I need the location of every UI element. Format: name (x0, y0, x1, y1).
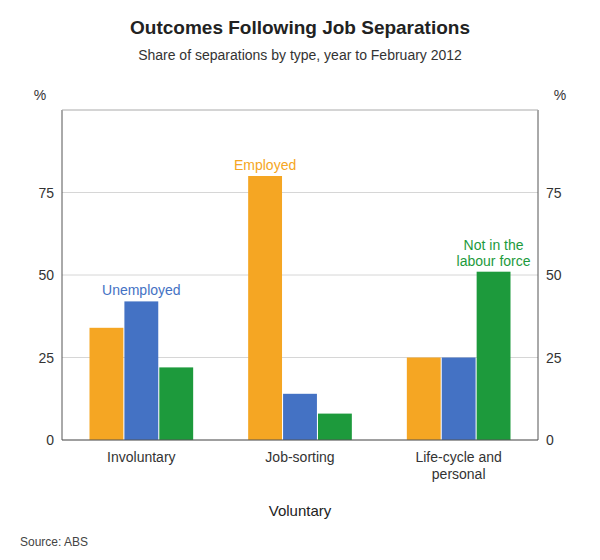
text-line: Employed (234, 157, 296, 173)
grid-line (62, 440, 538, 441)
y-tick-label: 0 (46, 432, 54, 448)
y-tick-label: 75 (38, 185, 54, 201)
annotation: Unemployed (102, 282, 181, 298)
text-line: Involuntary (107, 449, 175, 465)
text-line: personal (432, 466, 486, 482)
grid-line (62, 192, 538, 193)
annotation: Employed (234, 157, 296, 173)
x-tick-label: Life-cycle andpersonal (415, 449, 501, 482)
bar (318, 414, 352, 440)
bar (248, 176, 282, 440)
x-tick-label: Job-sorting (265, 449, 334, 465)
y-tick-label: 50 (38, 267, 54, 283)
y-axis-label: % (34, 87, 46, 103)
x-axis-line (62, 440, 538, 441)
x-tick-label: Involuntary (107, 449, 175, 465)
bar (442, 358, 476, 441)
text-line: Life-cycle and (415, 449, 501, 465)
text-line: labour force (457, 253, 531, 269)
y2-tick-label: 75 (546, 185, 562, 201)
subtitle: Share of separations by type, year to Fe… (138, 47, 462, 63)
bar (477, 272, 511, 440)
source: Source: ABS (20, 535, 88, 549)
y-axis-line (62, 110, 63, 440)
bar (124, 301, 158, 440)
text-line: Unemployed (102, 282, 181, 298)
x-axis-label: Voluntary (269, 502, 332, 519)
bar (89, 328, 123, 440)
bar (159, 367, 193, 440)
y2-axis-label: % (554, 87, 566, 103)
y2-tick-label: 50 (546, 267, 562, 283)
y2-axis-line (538, 110, 539, 440)
bar (283, 394, 317, 440)
y2-tick-label: 0 (546, 432, 554, 448)
text-line: Not in the (464, 237, 524, 253)
annotation: Not in thelabour force (457, 237, 531, 269)
title: Outcomes Following Job Separations (130, 17, 470, 38)
top-frame-line (62, 110, 538, 111)
bars (89, 176, 510, 440)
grid-line (62, 275, 538, 276)
text-line: Job-sorting (265, 449, 334, 465)
bar (407, 358, 441, 441)
y-tick-label: 25 (38, 350, 54, 366)
y2-tick-label: 25 (546, 350, 562, 366)
chart: Outcomes Following Job Separations Share … (0, 0, 600, 560)
